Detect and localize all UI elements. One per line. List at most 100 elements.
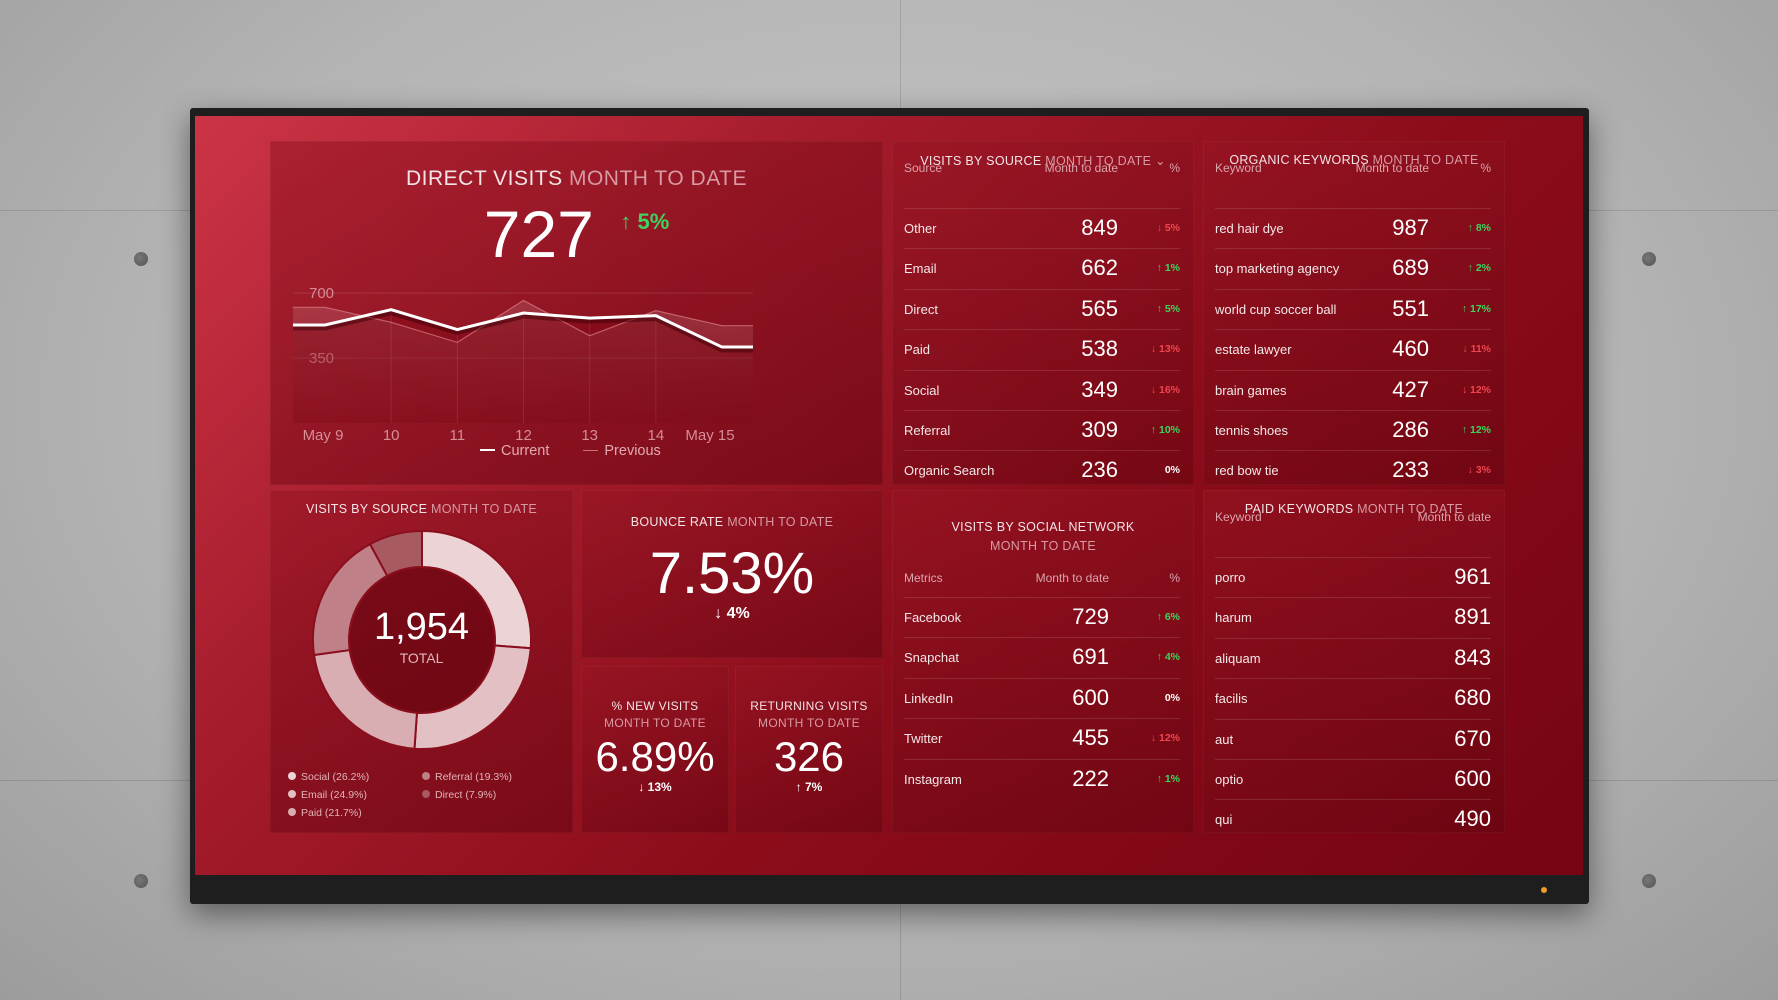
arrow-down-icon: ↓ bbox=[1156, 222, 1165, 234]
table-row[interactable]: Paid 538 ↓ 13% bbox=[904, 329, 1180, 369]
arrow-up-icon: ↑ bbox=[1156, 611, 1165, 623]
row-delta: ↑ 2% bbox=[1468, 262, 1491, 274]
column-header[interactable]: Month to date bbox=[1355, 161, 1429, 175]
table-row[interactable]: red hair dye 987 ↑ 8% bbox=[1215, 208, 1491, 248]
legend-label: Referral (19.3%) bbox=[435, 771, 513, 783]
table-row[interactable]: Other 849 ↓ 5% bbox=[904, 208, 1180, 248]
table-row[interactable]: Organic Search 236 0% bbox=[904, 450, 1180, 490]
column-header[interactable]: Keyword bbox=[1215, 161, 1262, 175]
delta-text: 2% bbox=[1475, 262, 1491, 275]
column-header[interactable]: % bbox=[1169, 571, 1180, 585]
row-value: 490 bbox=[1454, 806, 1491, 832]
row-value: 689 bbox=[1392, 255, 1429, 281]
table-row[interactable]: porro 961 bbox=[1215, 557, 1491, 597]
title: DIRECT VISITS bbox=[406, 167, 563, 190]
column-header[interactable]: Keyword bbox=[1215, 510, 1262, 524]
table-row[interactable]: LinkedIn 600 0% bbox=[904, 677, 1180, 718]
row-label: Social bbox=[904, 382, 940, 398]
table-row[interactable]: red bow tie 233 ↓ 3% bbox=[1215, 450, 1491, 490]
wall-bolt bbox=[1642, 874, 1656, 888]
delta-text: 8% bbox=[1475, 222, 1491, 234]
table-row[interactable]: aliquam 843 bbox=[1215, 637, 1491, 678]
row-delta: ↑ 1% bbox=[1157, 773, 1180, 785]
row-delta: ↓ 13% bbox=[1151, 343, 1180, 355]
legend-label: Email (24.9%) bbox=[301, 789, 367, 801]
row-value: 222 bbox=[1072, 765, 1109, 791]
legend-previous[interactable]: Previous bbox=[583, 443, 661, 459]
column-header[interactable]: Month to date bbox=[1035, 571, 1109, 585]
column-header[interactable]: Month to date bbox=[1417, 510, 1491, 524]
column-header[interactable]: Source bbox=[904, 161, 943, 175]
legend-item[interactable]: Direct (7.9%) bbox=[422, 789, 496, 801]
donut-total: 1,954 bbox=[373, 606, 470, 648]
wall-bolt bbox=[134, 874, 148, 888]
donut-slice[interactable] bbox=[368, 529, 423, 578]
table-row[interactable]: Facebook 729 ↑ 6% bbox=[904, 597, 1180, 637]
delta-text: 12% bbox=[1158, 732, 1180, 745]
delta-text: 0% bbox=[1164, 464, 1180, 477]
table-row[interactable]: optio 600 bbox=[1215, 759, 1491, 799]
row-value: 309 bbox=[1081, 417, 1118, 442]
row-delta: ↑ 4% bbox=[1157, 651, 1180, 663]
returning-visits-panel: RETURNING VISITS MONTH TO DATE 326 ↑ 7% bbox=[735, 666, 883, 833]
x-tick-label: 11 bbox=[450, 427, 466, 444]
table-row[interactable]: Snapchat 691 ↑ 4% bbox=[904, 637, 1180, 677]
arrow-down-icon: ↓ bbox=[714, 605, 723, 622]
arrow-up-icon: ↑ bbox=[1156, 262, 1165, 275]
delta-text: 4% bbox=[1164, 651, 1180, 664]
table-row[interactable]: tennis shoes 286 ↑ 12% bbox=[1215, 410, 1491, 450]
table-row[interactable]: Direct 565 ↑ 5% bbox=[904, 288, 1180, 329]
table-row[interactable]: top marketing agency 689 ↑ 2% bbox=[1215, 248, 1491, 288]
legend-label: Direct (7.9%) bbox=[435, 789, 497, 801]
row-label: harum bbox=[1215, 610, 1252, 626]
legend-current[interactable]: Current bbox=[480, 443, 549, 459]
row-label: Email bbox=[904, 261, 937, 277]
row-value: 729 bbox=[1072, 604, 1109, 629]
legend-item[interactable]: Referral (19.3%) bbox=[422, 771, 512, 783]
subtitle: MONTH TO DATE bbox=[1372, 153, 1479, 167]
returning-visits-delta: ↑ 7% bbox=[735, 780, 883, 794]
table-row[interactable]: harum 891 bbox=[1215, 597, 1491, 637]
row-delta: 0% bbox=[1165, 464, 1180, 476]
table-row[interactable]: Social 349 ↓ 16% bbox=[904, 369, 1180, 410]
current-area bbox=[293, 309, 753, 423]
table-row[interactable]: Twitter 455 ↓ 12% bbox=[904, 718, 1180, 758]
arrow-up-icon: ↑ bbox=[1150, 424, 1159, 436]
table-row[interactable]: brain games 427 ↓ 12% bbox=[1215, 369, 1491, 410]
delta-text: 13% bbox=[647, 780, 672, 794]
panel-subtitle: MONTH TO DATE bbox=[990, 539, 1096, 553]
table-row[interactable]: facilis 680 bbox=[1215, 678, 1491, 718]
row-label: aut bbox=[1215, 731, 1234, 747]
table-row[interactable]: Instagram 222 ↑ 1% bbox=[904, 758, 1180, 799]
panel-title[interactable]: VISITS BY SOURCE MONTH TO DATE ⌄ bbox=[892, 153, 1194, 168]
column-header[interactable]: Metrics bbox=[904, 571, 943, 585]
table-row[interactable]: estate lawyer 460 ↓ 11% bbox=[1215, 329, 1491, 369]
row-value: 843 bbox=[1454, 644, 1491, 670]
table-row[interactable]: Referral 309 ↑ 10% bbox=[904, 410, 1180, 450]
column-header[interactable]: % bbox=[1169, 161, 1180, 175]
row-delta: ↓ 12% bbox=[1462, 384, 1491, 396]
bounce-rate-delta: ↓ 4% bbox=[581, 605, 883, 623]
panel-title: ORGANIC KEYWORDS MONTH TO DATE bbox=[1203, 153, 1505, 167]
table-row[interactable]: aut 670 bbox=[1215, 718, 1491, 759]
current-series-shadow bbox=[293, 310, 753, 353]
arrow-up-icon: ↑ bbox=[795, 780, 802, 794]
arrow-down-icon: ↓ bbox=[1462, 343, 1471, 356]
wall-bolt bbox=[134, 252, 148, 266]
table-row[interactable]: qui 490 bbox=[1215, 799, 1491, 839]
visits-by-source-table-panel: VISITS BY SOURCE MONTH TO DATE ⌄ Source M… bbox=[892, 141, 1194, 485]
legend-item[interactable]: Paid (21.7%) bbox=[288, 807, 362, 819]
row-value: 891 bbox=[1454, 604, 1491, 630]
row-delta: ↑ 6% bbox=[1157, 611, 1180, 623]
table-row[interactable]: world cup soccer ball 551 ↑ 17% bbox=[1215, 288, 1491, 329]
arrow-up-icon: ↑ bbox=[1156, 772, 1165, 785]
column-header[interactable]: Month to date bbox=[1044, 161, 1118, 175]
column-header[interactable]: % bbox=[1480, 161, 1491, 175]
legend-item[interactable]: Email (24.9%) bbox=[288, 789, 367, 801]
delta-text: 16% bbox=[1158, 383, 1180, 396]
table-row[interactable]: Email 662 ↑ 1% bbox=[904, 248, 1180, 288]
chevron-down-icon[interactable]: ⌄ bbox=[1155, 154, 1166, 168]
row-value: 286 bbox=[1392, 417, 1429, 442]
legend-item[interactable]: Social (26.2%) bbox=[288, 771, 369, 783]
title: PAID KEYWORDS bbox=[1244, 502, 1354, 516]
